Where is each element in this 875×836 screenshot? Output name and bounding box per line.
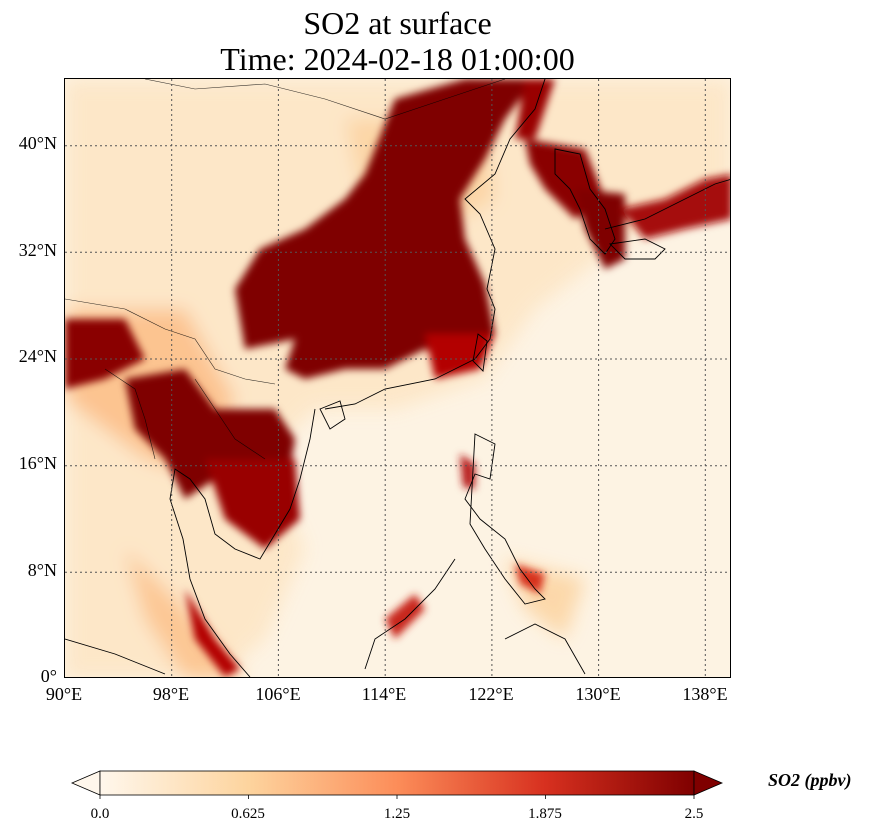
- lat-tick-8n: 8°N: [27, 560, 57, 580]
- colorbar-min-extend: [70, 770, 101, 796]
- gridlines: [65, 79, 730, 677]
- colorbar: [70, 770, 724, 799]
- colorbar-tick-0625: 0.625: [231, 806, 265, 822]
- lon-tick-98e: 98°E: [152, 684, 190, 704]
- lat-tick-32n: 32°N: [18, 240, 57, 260]
- map-title: SO2 at surface: [303, 5, 492, 41]
- lat-tick-16n: 16°N: [18, 453, 57, 473]
- colorbar-label: SO2 (ppbv): [768, 770, 852, 790]
- map-area[interactable]: [64, 78, 731, 678]
- country-borders: [65, 79, 506, 460]
- lat-tick-0: 0°: [40, 666, 57, 686]
- coastlines: [65, 79, 730, 677]
- map-subtitle-time: Time: 2024-02-18 01:00:00: [220, 41, 575, 77]
- lon-tick-130e: 130°E: [575, 684, 621, 704]
- lon-tick-90e: 90°E: [45, 684, 83, 704]
- lat-tick-24n: 24°N: [18, 346, 57, 366]
- lon-tick-122e: 122°E: [468, 684, 514, 704]
- colorbar-max-extend: [693, 770, 724, 796]
- colorbar-tick-125: 1.25: [383, 806, 411, 822]
- lon-tick-138e: 138°E: [682, 684, 728, 704]
- colorbar-gradient: [99, 770, 695, 796]
- lon-tick-106e: 106°E: [255, 684, 301, 704]
- colorbar-tick-25: 2.5: [684, 806, 704, 822]
- colorbar-tick-0: 0.0: [90, 806, 110, 822]
- lat-tick-40n: 40°N: [18, 133, 57, 153]
- lon-tick-114e: 114°E: [361, 684, 407, 704]
- colorbar-tick-1875: 1.875: [528, 806, 562, 822]
